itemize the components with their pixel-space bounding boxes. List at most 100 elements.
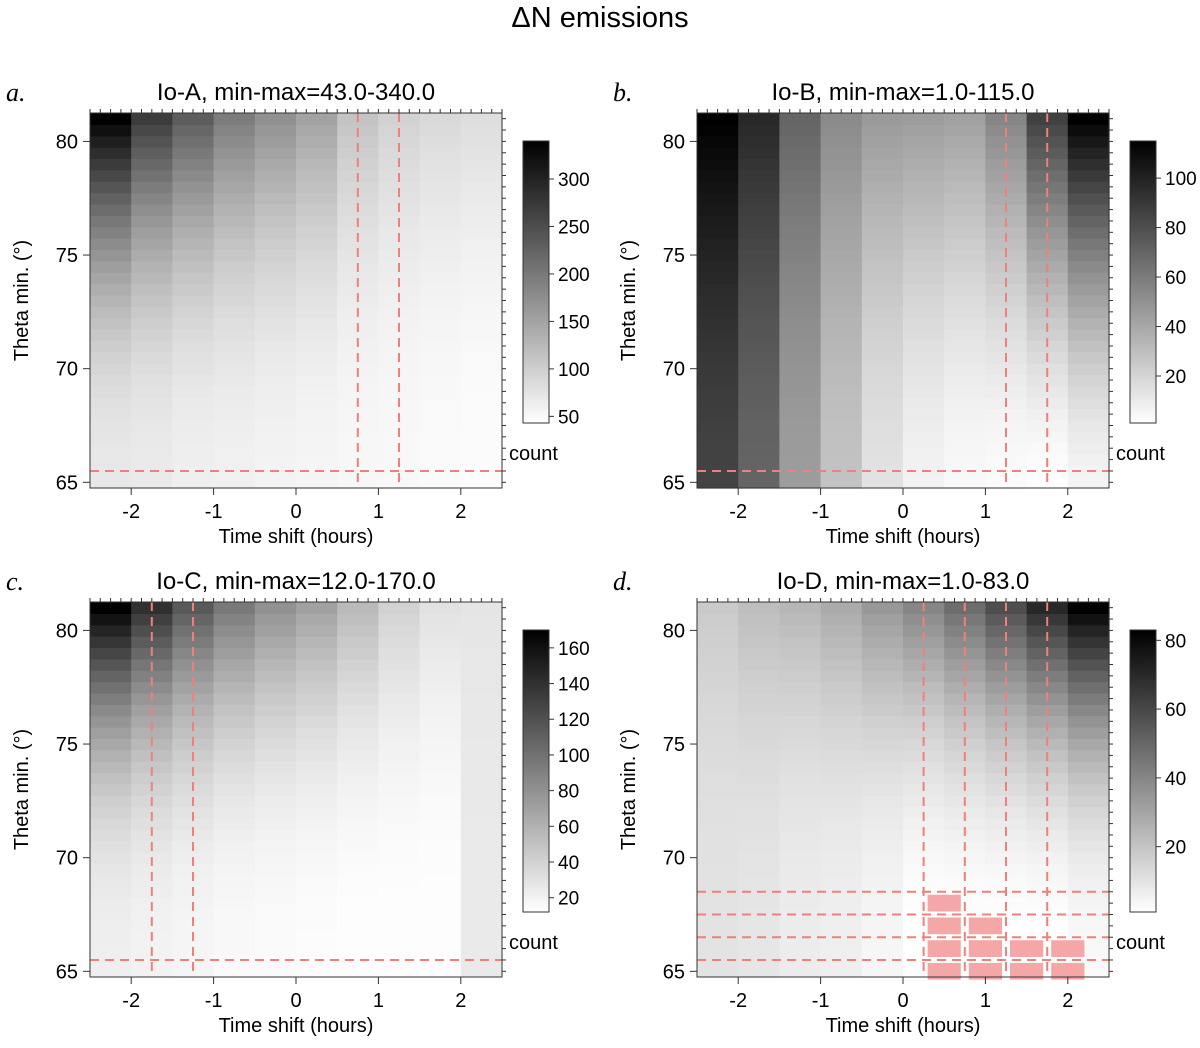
heatmap-cell: [296, 795, 338, 808]
heatmap-cell: [697, 647, 739, 660]
heatmap-cell: [697, 294, 739, 307]
heatmap-cell: [378, 840, 421, 853]
heatmap-cell: [337, 624, 379, 637]
heatmap-cell: [296, 806, 338, 819]
heatmap-cell: [90, 658, 132, 671]
heatmap-cell: [337, 761, 379, 774]
heatmap-cell: [1026, 328, 1069, 341]
heatmap-cell: [820, 465, 863, 478]
colorbar-tick-label: 20: [1165, 367, 1186, 388]
heatmap-cell: [903, 272, 945, 285]
heatmap-cell: [296, 931, 338, 944]
x-axis-label: Time shift (hours): [826, 526, 981, 548]
heatmap-cell: [779, 340, 822, 353]
heatmap-cell: [213, 715, 256, 728]
heatmap-cell: [90, 169, 132, 182]
heatmap-cell: [861, 181, 904, 194]
heatmap-cell: [985, 715, 1028, 728]
heatmap-cell: [820, 806, 863, 819]
heatmap-cell: [337, 192, 379, 205]
heatmap-cell: [697, 817, 739, 830]
heatmap-cell: [697, 749, 739, 762]
heatmap-cell: [861, 840, 904, 853]
heatmap-cell: [697, 147, 739, 160]
heatmap-cell: [820, 203, 863, 216]
colorbar: [1129, 629, 1157, 913]
heatmap-cell: [697, 761, 739, 774]
heatmap-cell: [1067, 761, 1110, 774]
heatmap-cell: [1067, 783, 1110, 796]
heatmap-cell: [90, 215, 132, 228]
heatmap-cell: [378, 727, 421, 739]
heatmap-cell: [419, 692, 462, 705]
colorbar-tick-label: 60: [558, 817, 579, 838]
heatmap-cell: [90, 942, 132, 955]
heatmap-cell: [172, 727, 215, 739]
x-tick-label: -2: [122, 501, 140, 523]
heatmap-cell: [944, 715, 986, 728]
heatmap-cell: [779, 158, 822, 171]
heatmap-cell: [90, 806, 132, 819]
heatmap-cell: [697, 476, 739, 489]
heatmap-cell: [779, 840, 822, 853]
highlight-cell: [1010, 940, 1044, 957]
heatmap-cell: [697, 238, 739, 250]
heatmap-cell: [944, 294, 986, 307]
heatmap-cell: [985, 181, 1028, 194]
heatmap-cell: [779, 681, 822, 694]
heatmap-cell: [985, 238, 1028, 250]
x-tick-label: 1: [980, 990, 991, 1012]
heatmap-cell: [820, 738, 863, 751]
panel-b: -2 -1 0 1 2 65 70 75 80 Io-B, min-max=1.0-115.0 b.…: [613, 78, 1197, 548]
heatmap-cell: [1026, 965, 1069, 978]
heatmap-cell: [90, 294, 132, 307]
heatmap-cell: [419, 181, 462, 194]
heatmap-cell: [337, 931, 379, 944]
heatmap-cell: [903, 374, 945, 387]
heatmap-cell: [254, 874, 297, 887]
heatmap-cell: [861, 215, 904, 228]
heatmap-cell: [296, 658, 338, 671]
heatmap-cell: [213, 897, 256, 910]
heatmap-cell: [213, 670, 256, 683]
heatmap-cell: [779, 465, 822, 478]
heatmap-cell: [296, 442, 338, 455]
heatmap-cell: [254, 249, 297, 262]
heatmap-cell: [172, 670, 215, 683]
heatmap-cell: [697, 624, 739, 637]
heatmap-cell: [460, 124, 503, 137]
heatmap-cell: [460, 920, 503, 933]
heatmap-cell: [779, 419, 822, 432]
heatmap-cell: [903, 192, 945, 205]
heatmap-cell: [419, 681, 462, 694]
heatmap-cell: [738, 419, 780, 432]
heatmap-cell: [90, 852, 132, 864]
highlight-cell: [927, 940, 961, 957]
heatmap-cell: [254, 863, 297, 876]
heatmap-cell: [861, 727, 904, 739]
heatmap-cell: [697, 965, 739, 978]
heatmap-cell: [254, 965, 297, 978]
heatmap-cell: [1026, 147, 1069, 160]
y-tick-label: 70: [56, 848, 78, 870]
colorbar: [522, 629, 550, 913]
colorbar-tick-label: 300: [558, 170, 590, 191]
heatmap-cell: [1067, 169, 1110, 182]
heatmap-cell: [985, 192, 1028, 205]
heatmap-cell: [944, 772, 986, 785]
heatmap-cell: [254, 306, 297, 319]
heatmap-cell: [378, 920, 421, 933]
heatmap-cell: [738, 715, 780, 728]
heatmap-cell: [861, 385, 904, 398]
heatmap-cell: [254, 772, 297, 785]
heatmap-cell: [172, 624, 215, 637]
heatmap-cell: [861, 135, 904, 148]
heatmap-cell: [697, 351, 739, 364]
heatmap-cell: [131, 715, 173, 728]
heatmap-cell: [1026, 681, 1069, 694]
heatmap-cell: [254, 408, 297, 421]
heatmap-cell: [90, 158, 132, 171]
heatmap-cell: [254, 340, 297, 353]
heatmap-cell: [213, 328, 256, 341]
colorbar-tick-label: 140: [558, 675, 590, 696]
